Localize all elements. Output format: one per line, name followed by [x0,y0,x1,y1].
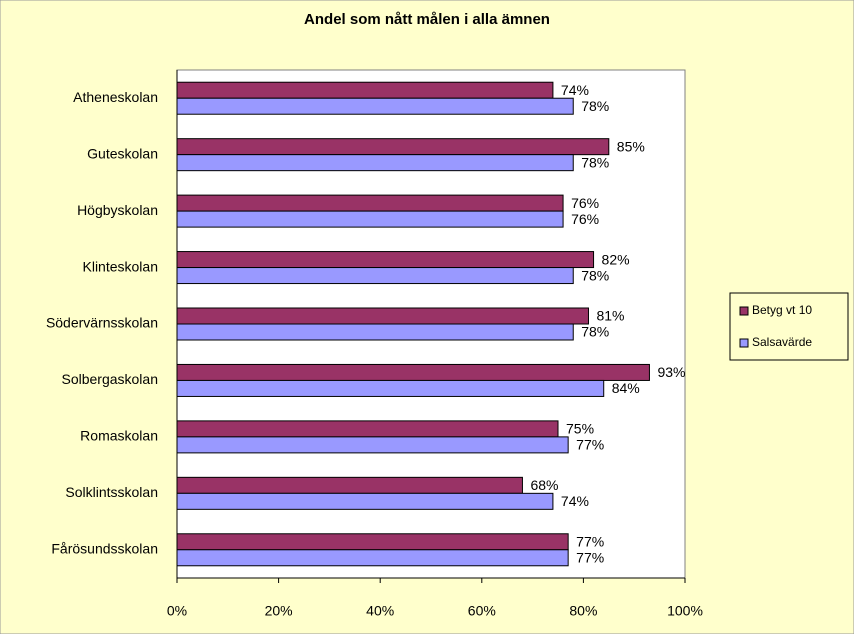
y-tick-label: Atheneskolan [73,89,158,105]
bar [176,379,605,397]
bar [176,492,554,510]
y-tick-label: Solbergaskolan [61,371,158,387]
data-label: 82% [602,251,630,267]
y-tick-label: Klinteskolan [83,258,159,274]
data-label: 76% [571,195,599,211]
data-label: 85% [617,138,645,154]
y-tick-label: Solklintsskolan [65,484,158,500]
chart-title: Andel som nått målen i alla ämnen [304,11,550,28]
y-tick-label: Högbyskolan [77,202,158,218]
data-label: 77% [576,437,604,453]
data-label: 74% [561,493,589,509]
bar [176,194,564,212]
y-tick-label: Guteskolan [87,145,158,161]
legend-label: Betyg vt 10 [752,303,812,317]
bar [176,533,569,551]
bar [176,436,569,454]
bar [176,549,569,567]
bar [176,363,650,381]
y-tick-label: Romaskolan [80,428,158,444]
data-label: 84% [612,380,640,396]
legend-label: Salsavärde [752,335,812,349]
bar [176,154,574,172]
bar [176,323,574,341]
data-label: 68% [530,477,558,493]
legend-swatch [739,306,749,316]
data-label: 78% [581,98,609,114]
x-tick-label: 100% [667,603,703,619]
bar [176,307,589,325]
data-label: 78% [581,267,609,283]
bar [176,251,595,269]
data-label: 81% [596,308,624,324]
x-tick-label: 80% [569,603,597,619]
y-tick-label: Södervärnsskolan [46,315,158,331]
data-label: 78% [581,154,609,170]
bar [176,267,574,285]
data-label: 74% [561,82,589,98]
legend [729,292,849,361]
data-label: 76% [571,211,599,227]
data-label: 77% [576,549,604,565]
x-tick-label: 0% [167,603,187,619]
legend-swatch [739,338,749,348]
data-label: 75% [566,421,594,437]
x-tick-label: 40% [366,603,394,619]
bar [176,138,610,156]
bar [176,81,554,99]
x-tick-label: 60% [468,603,496,619]
data-label: 78% [581,324,609,340]
bar [176,97,574,115]
bar [176,420,559,438]
bar [176,210,564,228]
data-label: 77% [576,533,604,549]
y-tick-label: Fårösundsskolan [51,540,158,556]
data-label: 93% [657,364,685,380]
bar [176,476,523,494]
x-tick-label: 20% [265,603,293,619]
